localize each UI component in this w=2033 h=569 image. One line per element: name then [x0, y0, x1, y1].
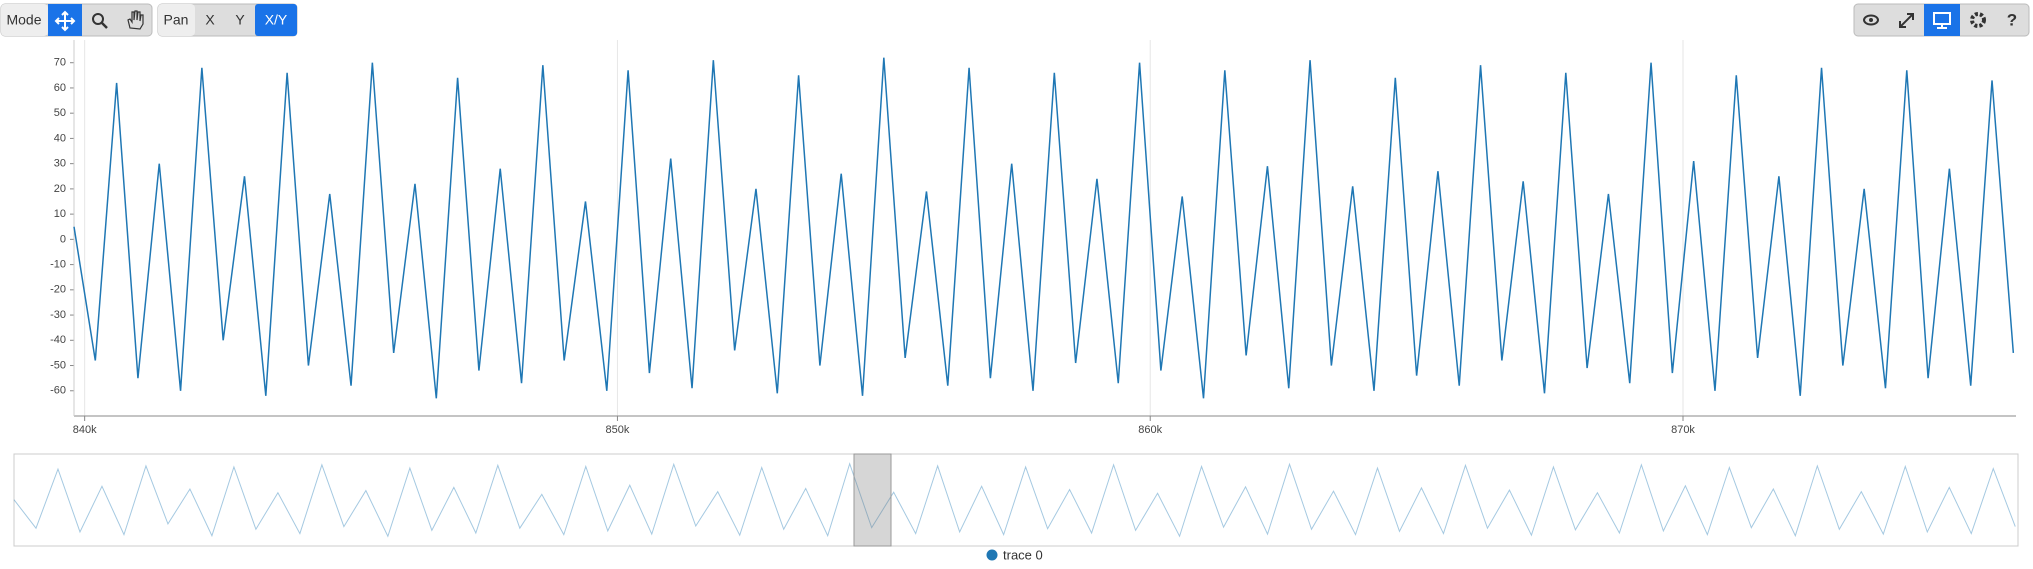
mode-label-bg: [1, 4, 48, 36]
pan-label: Pan: [164, 12, 189, 28]
x-tick-label: 860k: [1138, 424, 1162, 436]
display-icon: [1933, 12, 1951, 29]
mode-toolbar: Mode: [0, 3, 153, 37]
zoom-button[interactable]: [92, 13, 104, 25]
zoom-icon: [101, 22, 108, 29]
axis-x-button[interactable]: X: [205, 12, 215, 28]
y-tick-label: 0: [60, 233, 66, 245]
y-tick-label: 40: [54, 132, 66, 144]
axis-xy-bg: [255, 4, 297, 36]
display-button[interactable]: [1924, 4, 1960, 36]
y-tick-label: -20: [50, 284, 66, 296]
mode-label: Mode: [6, 12, 41, 28]
pan-toolbar: Pan X Y X/Y: [157, 3, 298, 37]
y-tick-label: -10: [50, 258, 66, 270]
range-slider-window[interactable]: [853, 453, 892, 547]
y-tick-label: 70: [54, 57, 66, 69]
hand-button[interactable]: [127, 10, 144, 30]
range-slider-line: [13, 462, 2016, 538]
fullscreen-button[interactable]: [1899, 13, 1914, 28]
x-tick-label: 850k: [606, 424, 630, 436]
legend-label: trace 0: [1003, 547, 1043, 562]
y-tick-label: -50: [50, 359, 66, 371]
y-tick-label: 10: [54, 208, 66, 220]
axis-y-button[interactable]: Y: [235, 12, 245, 28]
y-tick-label: 60: [54, 82, 66, 94]
x-tick-label: 870k: [1671, 424, 1695, 436]
y-tick-label: -40: [50, 334, 66, 346]
line: [73, 57, 2015, 399]
x-tick-label: 840k: [73, 424, 97, 436]
y-tick-label: -30: [50, 309, 66, 321]
help-button[interactable]: ?: [2007, 10, 2017, 29]
y-tick-label: 50: [54, 107, 66, 119]
settings-button[interactable]: [1970, 12, 1986, 28]
move-icon: [54, 10, 76, 32]
range-slider-trace: [13, 462, 2016, 538]
y-tick-label: -60: [50, 385, 66, 397]
legend-marker: [986, 549, 998, 561]
eye-button[interactable]: [1863, 14, 1879, 26]
y-tick-label: 20: [54, 183, 66, 195]
view-toolbar: ?: [1853, 3, 2030, 37]
eye-icon: [1869, 18, 1873, 22]
axis-xy-button[interactable]: X/Y: [265, 12, 288, 28]
pan-label-bg: [158, 4, 195, 36]
y-tick-label: 30: [54, 158, 66, 170]
range-slider[interactable]: [13, 453, 2019, 547]
